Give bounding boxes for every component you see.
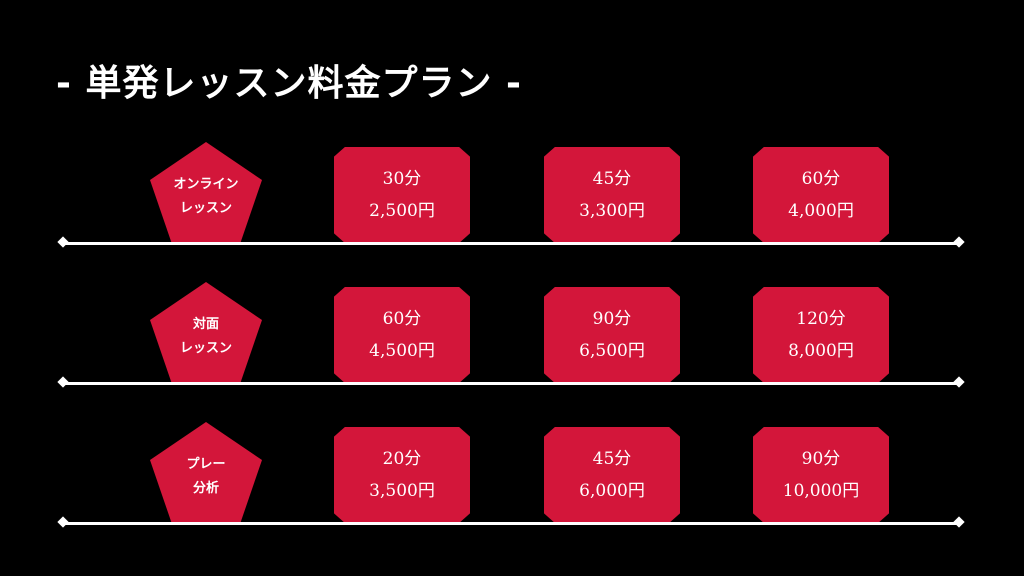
diamond-marker-right bbox=[953, 236, 965, 248]
plan-card: 45分 6,000円 bbox=[544, 427, 680, 523]
page-title: - 単発レッスン料金プラン - bbox=[56, 63, 522, 104]
category-label-line2: レッスン bbox=[179, 201, 232, 216]
plan-price: 6,000円 bbox=[579, 481, 645, 501]
diamond-marker-right bbox=[953, 516, 965, 528]
plan-duration: 90分 bbox=[801, 449, 841, 469]
plan-duration: 60分 bbox=[801, 169, 841, 189]
timeline-divider bbox=[64, 522, 960, 525]
plan-card: 90分 10,000円 bbox=[753, 427, 889, 523]
plan-duration: 60分 bbox=[382, 309, 422, 329]
category-label-line1: プレー bbox=[186, 457, 226, 472]
plan-row-online-lesson: オンライン レッスン 30分 2,500円 45分 3,300円 60分 4,0… bbox=[0, 138, 1024, 258]
plan-card: 60分 4,000円 bbox=[753, 147, 889, 243]
plan-card: 60分 4,500円 bbox=[334, 287, 470, 383]
plan-price: 3,300円 bbox=[579, 201, 645, 221]
plan-price: 4,000円 bbox=[788, 201, 854, 221]
category-badge: プレー 分析 bbox=[150, 422, 262, 522]
plan-duration: 45分 bbox=[592, 169, 632, 189]
plan-row-in-person-lesson: 対面 レッスン 60分 4,500円 90分 6,500円 120分 8,000… bbox=[0, 278, 1024, 398]
plan-price: 2,500円 bbox=[369, 201, 435, 221]
diamond-marker-right bbox=[953, 376, 965, 388]
plan-price: 3,500円 bbox=[369, 481, 435, 501]
plan-price: 8,000円 bbox=[788, 341, 854, 361]
plan-card: 20分 3,500円 bbox=[334, 427, 470, 523]
plan-duration: 30分 bbox=[382, 169, 422, 189]
plan-duration: 120分 bbox=[796, 309, 846, 329]
plan-price: 4,500円 bbox=[369, 341, 435, 361]
plan-card: 120分 8,000円 bbox=[753, 287, 889, 383]
timeline-divider bbox=[64, 382, 960, 385]
plan-duration: 90分 bbox=[592, 309, 632, 329]
diamond-marker-left bbox=[57, 376, 69, 388]
category-badge: オンライン レッスン bbox=[150, 142, 262, 242]
category-label-line2: 分析 bbox=[192, 481, 219, 496]
plan-price: 6,500円 bbox=[579, 341, 645, 361]
plan-card: 30分 2,500円 bbox=[334, 147, 470, 243]
category-label-line1: オンライン bbox=[173, 177, 239, 192]
plan-price: 10,000円 bbox=[782, 481, 860, 501]
plan-card: 45分 3,300円 bbox=[544, 147, 680, 243]
category-label-line1: 対面 bbox=[192, 317, 219, 332]
timeline-divider bbox=[64, 242, 960, 245]
diamond-marker-left bbox=[57, 236, 69, 248]
diamond-marker-left bbox=[57, 516, 69, 528]
category-label-line2: レッスン bbox=[179, 341, 232, 356]
plan-card: 90分 6,500円 bbox=[544, 287, 680, 383]
plan-duration: 20分 bbox=[382, 449, 422, 469]
category-badge: 対面 レッスン bbox=[150, 282, 262, 382]
plan-row-play-analysis: プレー 分析 20分 3,500円 45分 6,000円 90分 10,000円 bbox=[0, 418, 1024, 538]
plan-duration: 45分 bbox=[592, 449, 632, 469]
